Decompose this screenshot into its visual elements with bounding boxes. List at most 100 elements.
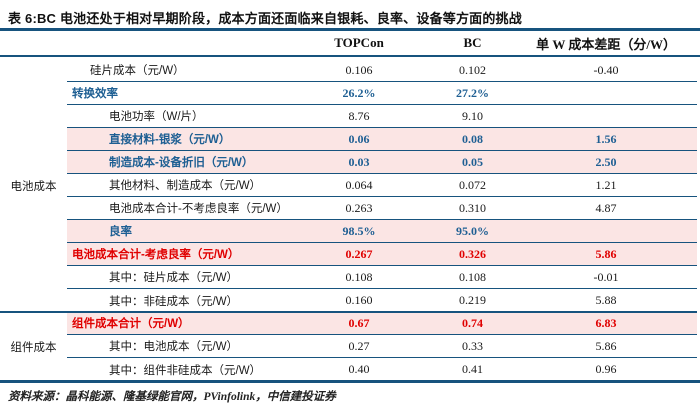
cell-topcon: 0.67 (348, 315, 370, 330)
cell-bc: 0.108 (459, 269, 486, 284)
row-label: 其他材料、制造成本（元/W） (109, 180, 262, 192)
cell-diff: 1.56 (595, 131, 617, 146)
row-label: 良率 (109, 226, 132, 238)
row-pad (672, 128, 697, 150)
row-pad (672, 82, 697, 104)
group-label-module-cost: 组件成本 (10, 341, 57, 354)
row-pad (672, 59, 697, 81)
row-label: 其中：组件非硅成本（元/W） (109, 364, 262, 377)
table-row: 其中：电池成本（元/W） 0.27 0.33 5.86 (67, 335, 697, 358)
cell-diff: 5.88 (595, 293, 617, 307)
row-pad (672, 312, 697, 334)
cell-bc: 95.0% (456, 223, 489, 238)
header-rule (0, 55, 700, 57)
cell-topcon: 8.76 (348, 108, 370, 123)
cell-bc: 0.08 (462, 131, 483, 146)
table-row: 其中：非硅成本（元/W） 0.160 0.219 5.88 (67, 289, 697, 312)
cell-topcon: 0.160 (345, 293, 373, 307)
row-label: 其中：非硅成本（元/W） (109, 295, 239, 308)
row-label: 电池成本合计-不考虑良率（元/W） (109, 203, 288, 215)
header-pad (672, 31, 697, 55)
table-bottom-rule (0, 380, 700, 383)
cell-bc: 9.10 (462, 108, 483, 123)
row-pad (672, 335, 697, 357)
cell-diff: -0.01 (593, 269, 619, 284)
header-col-bc: BC (463, 35, 482, 50)
cell-bc: 27.2% (456, 85, 489, 100)
cell-topcon: 0.263 (345, 200, 373, 215)
cell-topcon: 0.064 (345, 177, 373, 192)
row-label: 其中：电池成本（元/W） (109, 341, 239, 353)
row-group-column: 电池成本 组件成本 (0, 59, 67, 381)
row-pad (672, 358, 697, 381)
table-row: 良率 98.5% 95.0% (67, 220, 697, 243)
cell-diff: 5.86 (595, 246, 617, 261)
table-rows: 硅片成本（元/W） 0.106 0.102 -0.40 转换效率 26.2% 2… (67, 59, 697, 381)
cell-bc: 0.072 (459, 177, 486, 192)
row-label: 直接材料-银浆（元/W） (109, 134, 231, 146)
row-label: 组件成本合计（元/W） (72, 318, 190, 330)
row-pad (672, 197, 697, 219)
cell-diff (540, 105, 672, 127)
cell-bc: 0.102 (459, 62, 486, 77)
table-row: 制造成本-设备折旧（元/W） 0.03 0.05 2.50 (67, 151, 697, 174)
table-row: 电池成本合计-不考虑良率（元/W） 0.263 0.310 4.87 (67, 197, 697, 220)
title-rule (0, 28, 700, 31)
cell-bc: 0.219 (459, 293, 486, 307)
header-col-topcon: TOPCon (334, 35, 384, 50)
group-label-cell-cost: 电池成本 (10, 180, 57, 193)
row-pad (672, 151, 697, 173)
table-header-row: TOPCon BC 单 W 成本差距（分/W） (67, 31, 697, 55)
table-row: 其他材料、制造成本（元/W） 0.064 0.072 1.21 (67, 174, 697, 197)
row-pad (672, 266, 697, 288)
cell-diff: 6.83 (595, 315, 617, 330)
cell-bc: 0.33 (462, 338, 483, 353)
table-row: 直接材料-银浆（元/W） 0.06 0.08 1.56 (67, 128, 697, 151)
cell-topcon: 0.27 (348, 338, 370, 353)
cell-bc: 0.41 (462, 362, 483, 376)
cell-diff (540, 220, 672, 242)
table-row: 转换效率 26.2% 27.2% (67, 82, 697, 105)
cell-bc: 0.74 (462, 315, 483, 330)
row-label: 电池成本合计-考虑良率（元/W） (72, 249, 240, 261)
cell-topcon: 0.108 (345, 269, 373, 284)
table-title: 表 6:BC 电池还处于相对早期阶段，成本方面还面临来自银耗、良率、设备等方面的… (8, 11, 522, 26)
table-row: 组件成本合计（元/W） 0.67 0.74 6.83 (67, 312, 697, 335)
table-row: 电池成本合计-考虑良率（元/W） 0.267 0.326 5.86 (67, 243, 697, 266)
cell-topcon: 0.267 (345, 246, 373, 261)
row-label: 硅片成本（元/W） (90, 65, 185, 77)
cell-topcon: 0.40 (348, 362, 370, 376)
cell-topcon: 0.06 (348, 131, 370, 146)
table-row: 电池功率（W/片） 8.76 9.10 (67, 105, 697, 128)
cell-diff: 1.21 (595, 177, 617, 192)
cell-diff: 2.50 (595, 154, 617, 169)
row-label: 电池功率（W/片） (109, 111, 204, 123)
cell-bc: 0.326 (459, 246, 486, 261)
cell-diff (540, 82, 672, 104)
row-label: 制造成本-设备折旧（元/W） (109, 157, 254, 169)
cell-topcon: 0.03 (348, 154, 370, 169)
header-col-diff: 单 W 成本差距（分/W） (536, 36, 676, 52)
cell-topcon: 26.2% (342, 85, 376, 100)
source-note: 资料来源：晶科能源、隆基绿能官网，PVinfolink，中信建投证券 (8, 391, 336, 403)
cell-bc: 0.05 (462, 154, 483, 169)
header-label-spacer (67, 31, 313, 55)
cell-topcon: 0.106 (345, 62, 373, 77)
table-row: 其中：硅片成本（元/W） 0.108 0.108 -0.01 (67, 266, 697, 289)
row-label: 转换效率 (72, 88, 118, 100)
table-row: 其中：组件非硅成本（元/W） 0.40 0.41 0.96 (67, 358, 697, 381)
row-pad (672, 105, 697, 127)
cell-topcon: 98.5% (342, 223, 376, 238)
group-divider-rule (0, 311, 697, 313)
table-row: 硅片成本（元/W） 0.106 0.102 -0.40 (67, 59, 697, 82)
cell-bc: 0.310 (459, 200, 486, 215)
row-pad (672, 220, 697, 242)
cell-diff: 5.86 (595, 338, 617, 353)
row-label: 其中：硅片成本（元/W） (109, 272, 239, 284)
cell-diff: 4.87 (595, 200, 617, 215)
row-pad (672, 289, 697, 312)
row-pad (672, 243, 697, 265)
cell-diff: 0.96 (595, 362, 617, 376)
row-pad (672, 174, 697, 196)
